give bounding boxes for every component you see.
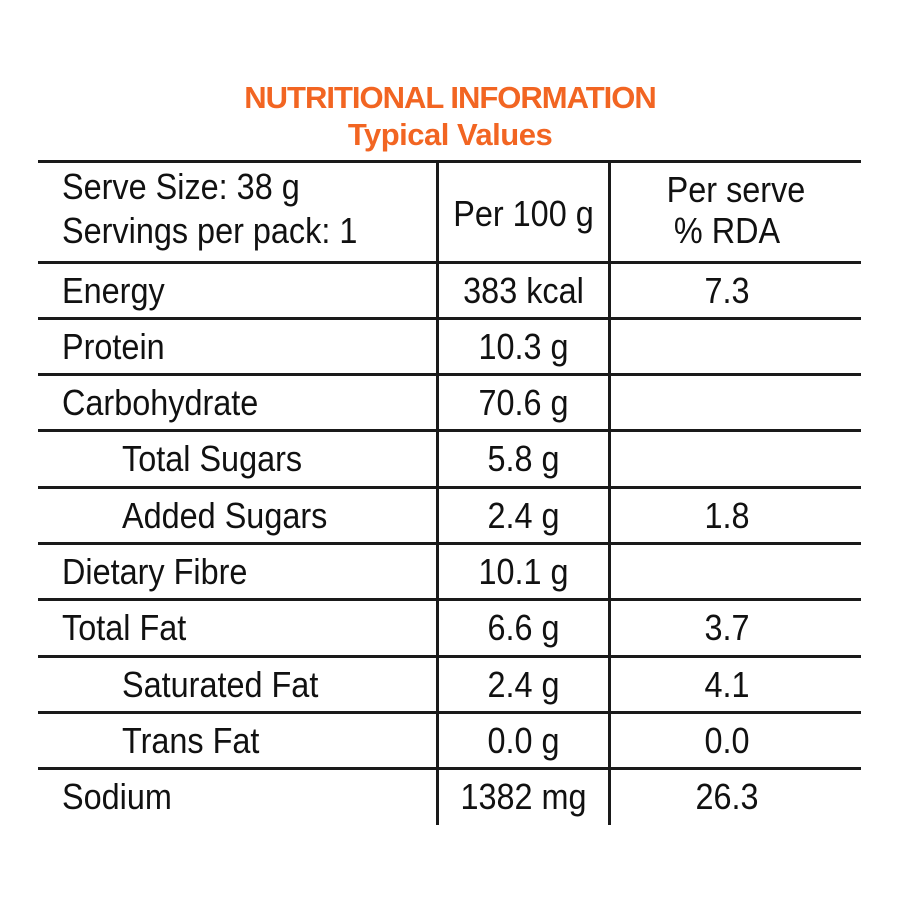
row-label: Added Sugars xyxy=(122,495,328,536)
row-label: Trans Fat xyxy=(122,720,260,761)
rda-value: 4.1 xyxy=(704,664,750,705)
row-label: Saturated Fat xyxy=(122,664,319,705)
per-100g-value: 70.6 g xyxy=(478,382,569,423)
row-divider xyxy=(38,767,861,770)
per-100g-value: 2.4 g xyxy=(487,495,560,536)
table-top-rule xyxy=(38,160,861,163)
column-header-per-serve: Per serve xyxy=(666,169,806,210)
row-label: Total Sugars xyxy=(122,438,303,479)
per-100g-value: 5.8 g xyxy=(487,438,560,479)
row-divider xyxy=(38,542,861,545)
rda-value: 3.7 xyxy=(704,607,750,648)
row-label: Sodium xyxy=(62,776,172,817)
per-100g-value: 1382 mg xyxy=(460,776,587,817)
row-divider xyxy=(38,598,861,601)
panel-title: NUTRITIONAL INFORMATION xyxy=(244,80,657,115)
per-100g-value: 10.3 g xyxy=(478,326,569,367)
row-label: Total Fat xyxy=(62,607,187,648)
row-divider xyxy=(38,711,861,714)
column-divider xyxy=(608,160,611,825)
row-divider xyxy=(38,429,861,432)
row-divider xyxy=(38,317,861,320)
per-100g-value: 0.0 g xyxy=(487,720,560,761)
rda-value: 1.8 xyxy=(704,495,750,536)
row-label: Protein xyxy=(62,326,165,367)
row-divider xyxy=(38,373,861,376)
servings-label: Servings per pack: 1 xyxy=(62,210,358,251)
column-header-rda: % RDA xyxy=(673,210,781,251)
per-100g-value: 383 kcal xyxy=(463,270,584,311)
panel-subtitle: Typical Values xyxy=(347,117,553,152)
row-label: Dietary Fibre xyxy=(62,551,248,592)
rda-value: 26.3 xyxy=(695,776,759,817)
per-100g-value: 10.1 g xyxy=(478,551,569,592)
row-divider xyxy=(38,655,861,658)
column-divider xyxy=(436,160,439,825)
per-100g-value: 6.6 g xyxy=(487,607,560,648)
rda-value: 0.0 xyxy=(704,720,750,761)
row-divider xyxy=(38,486,861,489)
rda-value: 7.3 xyxy=(704,270,750,311)
row-divider xyxy=(38,261,861,264)
row-label: Energy xyxy=(62,270,165,311)
serve-size-label: Serve Size: 38 g xyxy=(62,166,300,207)
per-100g-value: 2.4 g xyxy=(487,664,560,705)
row-label: Carbohydrate xyxy=(62,382,259,423)
column-header-per-100g: Per 100 g xyxy=(453,193,594,234)
